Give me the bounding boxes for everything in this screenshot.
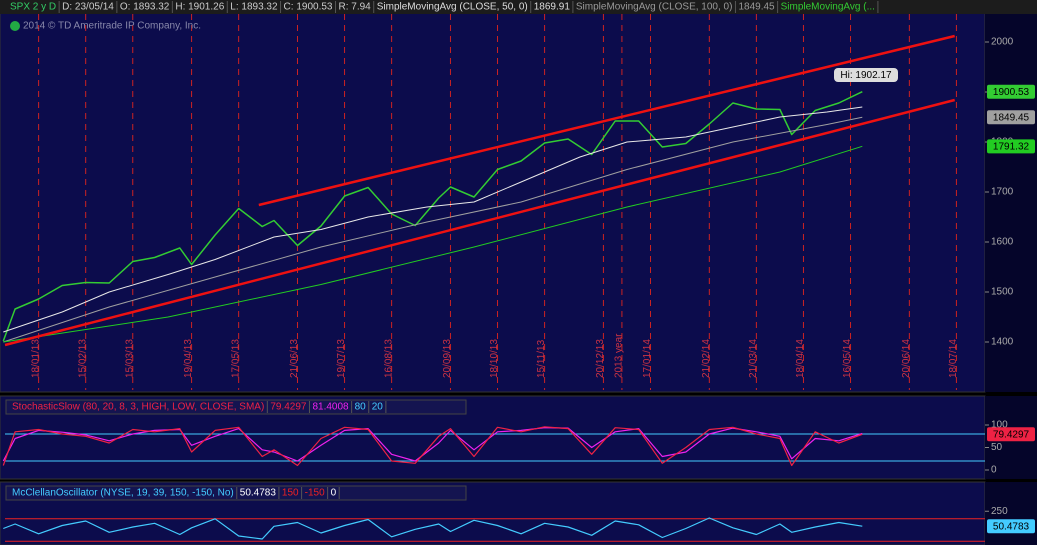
x-tick-label: 21/02/14 [701, 339, 712, 378]
header-item: D: 23/05/14 [62, 2, 114, 13]
panel-background [0, 0, 986, 393]
series-line [2, 91, 863, 342]
y-tick-label: 2000 [991, 37, 1014, 48]
header-item: 1869.91 [534, 2, 571, 13]
series-line [4, 98, 956, 347]
x-tick-label: 15/11/13 [536, 339, 547, 378]
x-tick-label: 17/05/13 [230, 339, 241, 378]
x-tick-label: 21/06/13 [289, 339, 300, 378]
header-item: SimpleMovingAvg (CLOSE, 50, 0) [377, 2, 528, 13]
x-tick-label: 20/12/13 [595, 339, 606, 378]
x-tick-label: 15/02/13 [77, 339, 88, 378]
series-line [3, 106, 863, 333]
header-item: 79.4297 [270, 402, 307, 413]
series-line [2, 426, 863, 467]
header-item: 150 [282, 488, 299, 499]
series-line [3, 116, 863, 343]
header-item: 81.4008 [312, 402, 349, 413]
header-item: C: 1900.53 [284, 2, 333, 13]
last-value-box [987, 519, 1035, 534]
x-tick-label: 2013 year [614, 333, 625, 378]
price-axis-background [985, 482, 1037, 545]
header-item: 1849.45 [738, 2, 775, 13]
last-value-label: 50.4783 [993, 521, 1030, 532]
header-item: R: 7.94 [338, 2, 371, 13]
header-item: O: 1893.32 [120, 2, 170, 13]
last-value-label: 1791.32 [993, 141, 1030, 152]
y-tick-label: 1500 [991, 287, 1014, 298]
last-value-box [987, 110, 1035, 125]
header-item: 0 [331, 488, 337, 499]
header-item: SimpleMovingAvg (CLOSE, 100, 0) [576, 2, 733, 13]
y-tick-label: 100 [991, 420, 1008, 431]
x-tick-label: 17/01/14 [642, 339, 653, 378]
x-tick-label: 16/05/14 [842, 339, 853, 378]
study-header-bar [5, 399, 467, 415]
header-item: -150 [305, 488, 325, 499]
last-value-box [987, 139, 1035, 154]
study-header-bar [5, 485, 467, 501]
x-tick-label: 18/01/13 [30, 339, 41, 378]
y-tick-label: 1600 [991, 237, 1014, 248]
header-item: SimpleMovingAvg (... [781, 2, 875, 13]
x-tick-label: 20/09/13 [442, 339, 453, 378]
x-tick-label: 15/03/13 [124, 339, 135, 378]
y-tick-label: 1700 [991, 187, 1014, 198]
header-item: 80 [355, 402, 367, 413]
header-item: StochasticSlow (80, 20, 8, 3, HIGH, LOW,… [12, 402, 264, 413]
last-value-box [987, 427, 1035, 442]
x-tick-label: 18/04/14 [795, 339, 806, 378]
series-line [3, 145, 863, 343]
header-item: 20 [372, 402, 384, 413]
last-value-label: 1900.53 [993, 87, 1030, 98]
annotation: Hi: 1902.17 [840, 70, 892, 81]
y-tick-label: 250 [991, 506, 1008, 517]
x-tick-label: 19/07/13 [336, 339, 347, 378]
header-item: SPX 2 y D [10, 2, 56, 13]
series-line [258, 34, 955, 207]
series-line [3, 517, 863, 540]
header-item: L: 1893.32 [230, 2, 278, 13]
x-tick-label: 21/03/14 [748, 339, 759, 378]
x-tick-label: 19/04/13 [183, 339, 194, 378]
x-tick-label: 16/08/13 [383, 339, 394, 378]
y-tick-label: 0 [991, 465, 997, 476]
header-item: McClellanOscillator (NYSE, 19, 39, 150, … [12, 488, 234, 499]
logo [10, 21, 20, 31]
x-tick-label: 20/06/14 [901, 339, 912, 378]
watermark: 2014 © TD Ameritrade IP Company, Inc. [23, 21, 201, 32]
series-line [2, 427, 863, 462]
header-item: 50.4783 [240, 488, 277, 499]
header-item: H: 1901.26 [175, 2, 224, 13]
last-value-box [987, 84, 1035, 99]
y-tick-label: 1400 [991, 337, 1014, 348]
x-tick-label: 18/07/14 [948, 339, 959, 378]
y-tick-label: 50 [991, 442, 1003, 453]
x-tick-label: 18/10/13 [489, 339, 500, 378]
last-value-label: 1849.45 [993, 112, 1030, 123]
last-value-label: 79.4297 [993, 429, 1030, 440]
price-axis-background [985, 0, 1037, 392]
annotation-box [834, 68, 898, 82]
